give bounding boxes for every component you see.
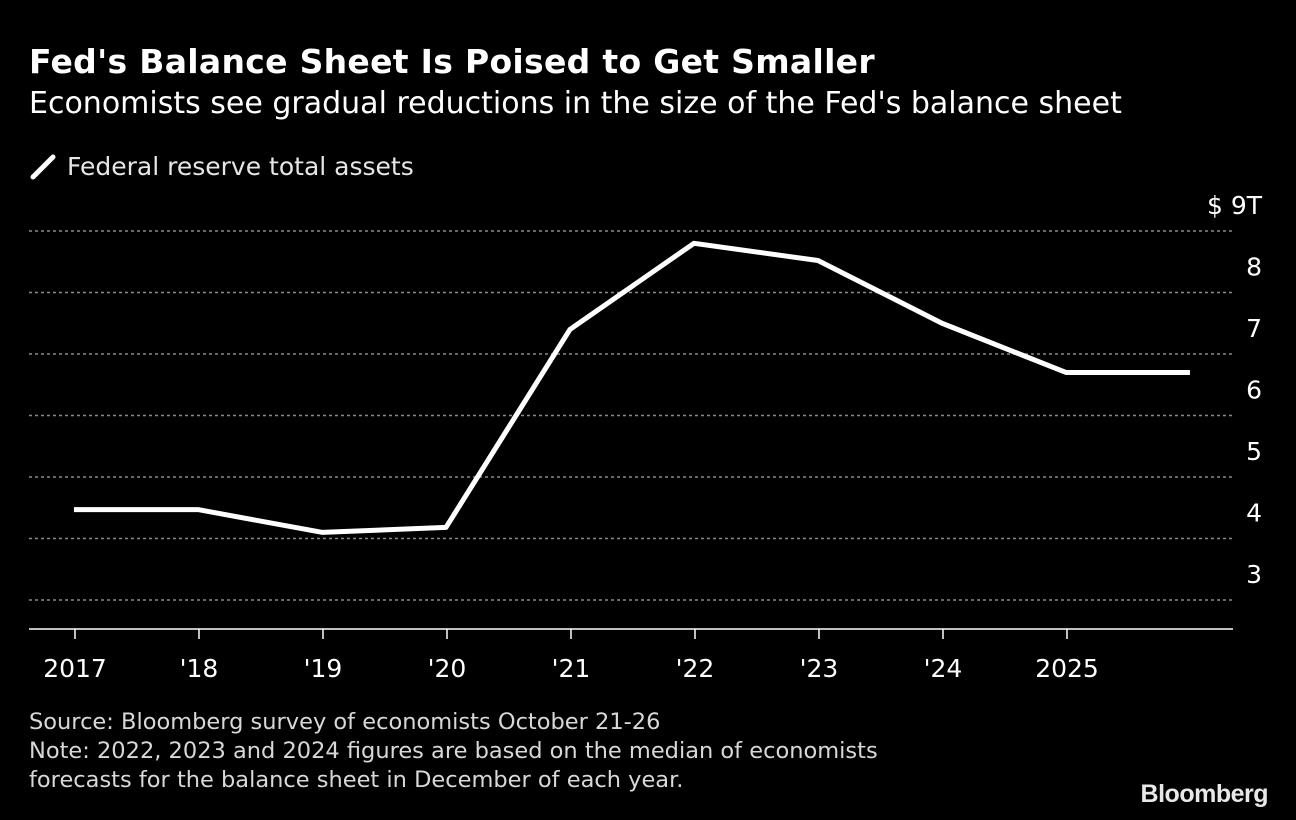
x-tick-label: '19 xyxy=(304,654,343,683)
footnotes: Source: Bloomberg survey of economists O… xyxy=(29,708,878,795)
source-note: Source: Bloomberg survey of economists O… xyxy=(29,709,661,735)
x-tick-label: '24 xyxy=(924,654,963,683)
y-tick-label: $ 9T xyxy=(1207,191,1263,220)
legend-line-icon xyxy=(30,154,56,179)
chart-subtitle: Economists see gradual reductions in the… xyxy=(29,86,1122,121)
x-tick-label: '22 xyxy=(676,654,715,683)
y-tick-label: 6 xyxy=(1246,376,1262,405)
y-tick-label: 3 xyxy=(1246,560,1262,589)
x-tick-label: '20 xyxy=(428,654,467,683)
bloomberg-logo: Bloomberg xyxy=(1140,780,1269,808)
note-line-2: forecasts for the balance sheet in Decem… xyxy=(29,767,684,793)
y-tick-label: 8 xyxy=(1246,253,1262,282)
note-line-1: Note: 2022, 2023 and 2024 figures are ba… xyxy=(29,738,878,764)
x-tick-label: '21 xyxy=(552,654,591,683)
series-line xyxy=(73,240,1190,535)
x-tick-label: '18 xyxy=(180,654,219,683)
x-tick-label: 2017 xyxy=(43,654,107,683)
chart-title: Fed's Balance Sheet Is Poised to Get Sma… xyxy=(29,42,875,81)
y-tick-label: 7 xyxy=(1246,314,1262,343)
y-tick-label: 4 xyxy=(1246,499,1262,528)
y-tick-label: 5 xyxy=(1246,437,1262,466)
legend: Federal reserve total assets xyxy=(29,152,414,181)
x-tick-label: 2025 xyxy=(1035,654,1099,683)
x-tick-label: '23 xyxy=(800,654,839,683)
legend-label: Federal reserve total assets xyxy=(67,152,414,181)
